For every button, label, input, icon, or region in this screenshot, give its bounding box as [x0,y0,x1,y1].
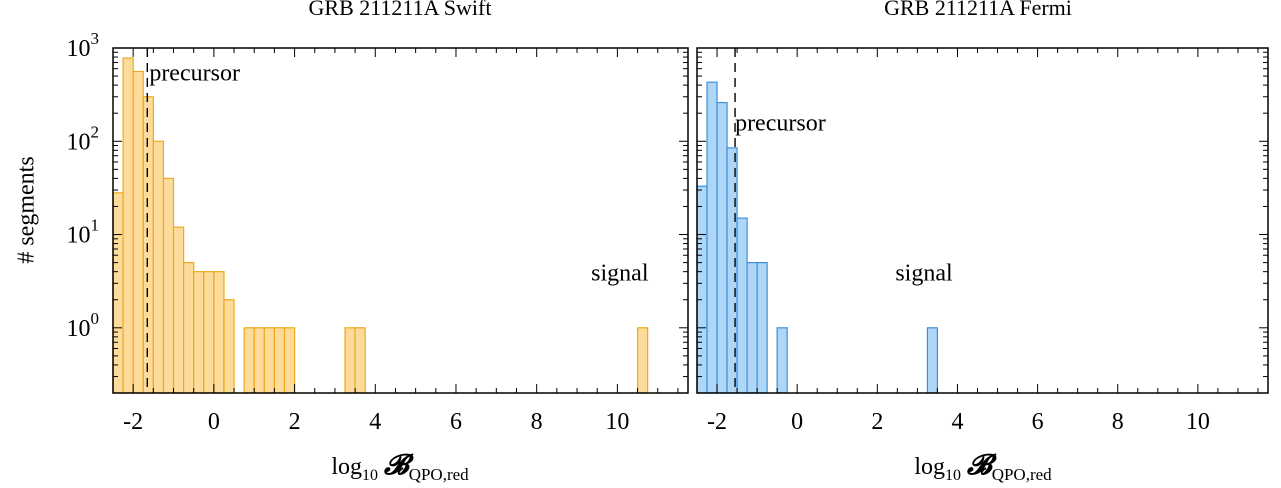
histogram-bar [253,327,265,394]
histogram-bar [926,327,939,394]
histogram-bar [756,262,768,394]
x-axis-label: log10 𝓑QPO,red [331,450,469,484]
histogram-bar [716,101,728,394]
histogram-bar [344,327,356,394]
x-tick-label: 4 [951,409,963,435]
histogram-bar [152,140,165,394]
annotation-signal: signal [895,261,953,287]
histogram-bar [142,96,154,394]
histogram-bar [193,271,205,394]
histogram-bar [263,327,276,394]
x-axis-label-log: log [914,454,945,480]
histogram-bar [736,217,748,394]
histogram-bar [132,70,144,394]
x-tick-label: 4 [369,409,381,435]
histogram-bar [223,299,235,394]
y-axis-label: # segments [14,156,40,263]
x-tick-label: 8 [531,409,543,435]
histogram-bar [172,226,185,394]
x-axis-label-base: 10 [362,467,378,484]
histogram-bar [636,327,649,394]
histogram-bar [696,185,708,394]
x-axis-label-base: 10 [945,467,961,484]
plot-frame [112,47,689,394]
plot-frame [696,47,1269,394]
x-tick-label: -2 [707,409,727,435]
x-tick-label: -2 [123,409,143,435]
histogram-bar [776,327,788,394]
x-tick-label: 8 [1112,409,1124,435]
y-tick-label: 101 [67,216,100,249]
annotation-precursor: precursor [149,60,240,86]
y-tick-label: 102 [67,122,100,155]
histogram-bar [183,262,195,394]
x-tick-label: 6 [1032,409,1044,435]
histogram-bar [203,271,215,394]
y-tick-label: 100 [67,309,100,342]
histogram-bar [706,81,718,394]
histogram-bar [273,327,286,394]
histogram-bar [746,262,758,394]
histogram-bar [243,327,255,394]
x-tick-label: 6 [450,409,462,435]
histogram-bar [122,57,134,394]
panel-title: GRB 211211A Fermi [884,0,1072,20]
x-axis-label: log10 𝓑QPO,red [914,450,1052,484]
panel-swift: GRB 211211A Swift -2 0 2 4 6 8 10 100 101 102 103 p… [67,0,689,484]
x-tick-label: 0 [208,409,220,435]
panel-title: GRB 211211A Swift [309,0,492,20]
plot-area: -2 0 2 4 6 8 10 100 101 102 103 precursor signal [67,29,689,435]
histogram-bar [283,327,296,394]
annotation-precursor: precursor [735,111,826,137]
histogram-bar [112,192,124,394]
x-tick-label: 2 [871,409,883,435]
x-tick-label: 10 [605,409,629,435]
histogram-bar [162,177,175,394]
panel-fermi: GRB 211211A Fermi -2 0 2 4 6 8 10 precursor sign… [696,0,1269,484]
x-tick-label: 2 [289,409,301,435]
x-axis-label-log: log [331,454,362,480]
x-tick-label: 10 [1186,409,1210,435]
histogram-bar [354,327,366,394]
y-tick-label: 103 [67,29,100,62]
x-axis-label-subscript: QPO,red [992,465,1052,484]
x-axis-label-subscript: QPO,red [409,465,469,484]
x-tick-label: 0 [791,409,803,435]
histogram-bar [213,271,225,394]
annotation-signal: signal [591,261,649,287]
plot-area: -2 0 2 4 6 8 10 precursor signal [696,47,1269,435]
